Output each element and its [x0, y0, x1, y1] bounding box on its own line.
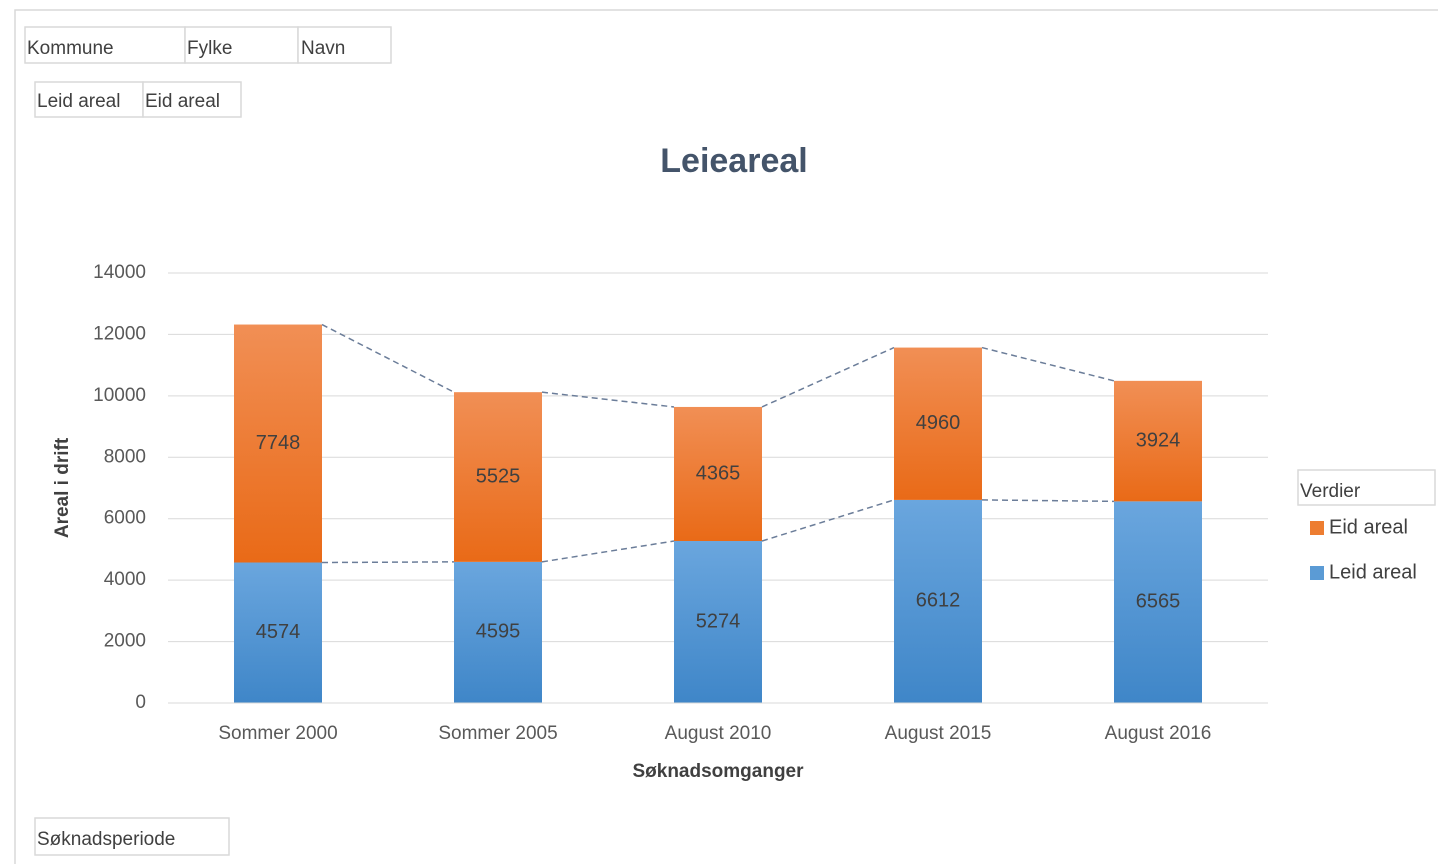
bar-segment	[894, 499, 982, 703]
series-line	[761, 346, 895, 408]
y-tick-label: 10000	[93, 385, 146, 406]
y-tick-label: 0	[135, 692, 146, 713]
x-tick-label: Sommer 2000	[218, 723, 337, 744]
field-button[interactable]	[34, 817, 230, 856]
data-label: 4365	[696, 462, 741, 484]
bar-segment	[674, 406, 762, 542]
y-tick-label: 14000	[93, 262, 146, 283]
data-label: 4574	[256, 621, 301, 643]
data-label: 6565	[1136, 590, 1181, 612]
x-axis-title: Søknadsomganger	[632, 761, 804, 782]
field-button-label[interactable]: Fylke	[187, 38, 232, 59]
y-tick-label: 6000	[104, 508, 146, 529]
data-label: 3924	[1136, 429, 1181, 451]
series-line	[321, 561, 455, 564]
x-tick-label: August 2015	[885, 723, 992, 744]
bar-segment	[894, 347, 982, 500]
legend-swatch	[1310, 521, 1324, 535]
y-tick-label: 8000	[104, 446, 146, 467]
bar-segment	[234, 324, 322, 563]
x-tick-label: August 2016	[1105, 723, 1212, 744]
series-line	[981, 346, 1115, 382]
series-line	[321, 323, 455, 393]
field-button-label[interactable]: Kommune	[27, 38, 114, 59]
field-button[interactable]	[142, 81, 242, 118]
series-line	[541, 540, 675, 563]
legend-title[interactable]: Verdier	[1300, 481, 1361, 502]
field-button-label[interactable]: Navn	[301, 38, 345, 59]
legend-label: Leid areal	[1329, 561, 1417, 583]
series-line	[541, 391, 675, 408]
data-label: 6612	[916, 590, 961, 612]
data-label: 7748	[256, 432, 301, 454]
field-button-label[interactable]: Søknadsperiode	[37, 829, 175, 850]
bar-segment	[234, 562, 322, 703]
data-label: 5525	[476, 465, 521, 487]
field-button[interactable]	[297, 26, 392, 64]
chart-title: Leieareal	[660, 142, 807, 180]
data-label: 5274	[696, 610, 741, 632]
y-tick-label: 12000	[93, 323, 146, 344]
series-line	[981, 499, 1115, 503]
legend-label: Eid areal	[1329, 516, 1408, 538]
bar-segment	[1114, 380, 1202, 502]
y-tick-label: 4000	[104, 569, 146, 590]
frame	[14, 9, 1438, 864]
legend-swatch	[1310, 566, 1324, 580]
field-button-label[interactable]: Leid areal	[37, 91, 120, 112]
x-tick-label: August 2010	[665, 723, 772, 744]
field-button-label[interactable]: Eid areal	[145, 91, 220, 112]
y-tick-label: 2000	[104, 631, 146, 652]
legend-title-button[interactable]	[1297, 469, 1436, 506]
y-axis-title: Areal i drift	[52, 437, 73, 538]
bar-segment	[454, 561, 542, 703]
series-line	[761, 499, 895, 542]
data-label: 4595	[476, 621, 521, 643]
field-button[interactable]	[184, 26, 299, 64]
bar-segment	[674, 541, 762, 703]
bar-segment	[454, 392, 542, 562]
data-label: 4960	[916, 412, 961, 434]
bar-segment	[1114, 501, 1202, 703]
x-tick-label: Sommer 2005	[438, 723, 557, 744]
